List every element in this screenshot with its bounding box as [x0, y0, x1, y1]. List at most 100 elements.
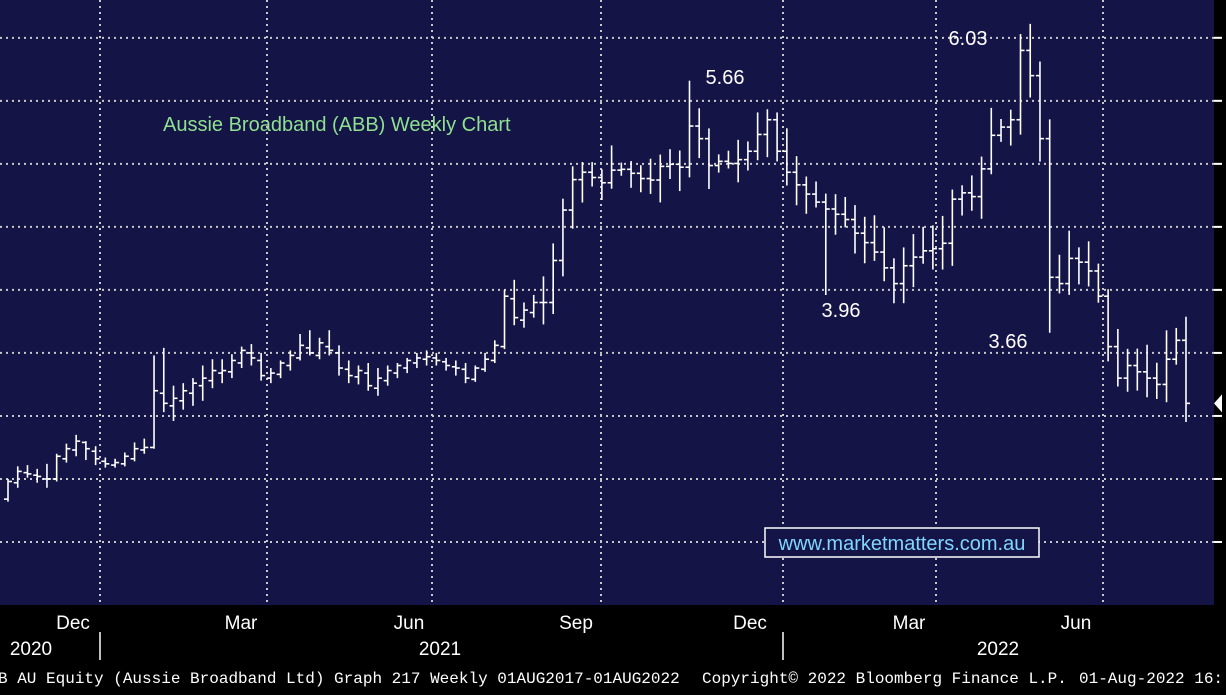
ohlc-bar [568, 166, 577, 229]
ohlc-bar [227, 354, 236, 379]
ohlc-bar [188, 378, 197, 406]
ohlc-bar [636, 165, 645, 193]
ohlc-bar [1162, 330, 1171, 403]
ohlc-bar [597, 169, 606, 200]
ohlc-bar [607, 145, 616, 189]
ohlc-bar [656, 154, 665, 203]
ohlc-bar [773, 112, 782, 162]
ohlc-bar [734, 139, 743, 183]
watermark-box [764, 527, 1040, 558]
ohlc-bar [899, 247, 908, 304]
ohlc-bar [120, 452, 129, 467]
chart-title: Aussie Broadband (ABB) Weekly Chart [163, 114, 511, 136]
x-year-label: 2022 [977, 639, 1019, 660]
ohlc-bar [1123, 348, 1132, 392]
ohlc-bar [91, 446, 100, 466]
ohlc-bar [841, 196, 850, 228]
ohlc-bar [529, 294, 538, 318]
ohlc-bar [753, 112, 762, 161]
watermark-text: www.marketmatters.com.au [778, 533, 1026, 555]
x-month-label: Jun [1061, 613, 1092, 634]
ohlc-bar [111, 458, 120, 468]
ohlc-bar [23, 465, 32, 478]
ohlc-bar [1182, 316, 1190, 423]
x-axis: Dec Mar Jun Sep Dec Mar Jun 2020 2021 2022 [10, 394, 1222, 660]
ohlc-bar [928, 225, 937, 270]
ohlc-bar [588, 162, 597, 187]
ohlc-bar [578, 161, 587, 203]
price-annotation: 5.66 [706, 67, 745, 89]
x-year-label: 2020 [10, 639, 52, 660]
footer-date: 01-Aug-2022 16: [1079, 670, 1223, 688]
ohlc-bar [1006, 109, 1015, 146]
ohlc-bar [296, 334, 305, 361]
annotations: 5.66 6.03 3.96 3.66 [706, 28, 1028, 353]
ohlc-bar [286, 350, 295, 371]
ohlc-bar [432, 352, 441, 366]
ohlc-bar [471, 365, 480, 382]
ohlc-bar [870, 215, 879, 261]
ohlc-bar [695, 108, 704, 159]
ohlc-bar [81, 441, 90, 461]
ohlc-bar [997, 118, 1006, 142]
ohlc-bars [4, 23, 1190, 502]
ohlc-bar [373, 368, 382, 396]
x-month-label: Jun [394, 613, 425, 634]
footer-copyright: Copyright© 2022 Bloomberg Finance L.P. [702, 670, 1067, 688]
ohlc-bar [510, 279, 519, 326]
ohlc-bar [412, 352, 421, 369]
ohlc-bar [1143, 344, 1152, 398]
ohlc-bar [218, 359, 227, 384]
ohlc-bar [889, 258, 898, 304]
ohlc-bar [1094, 263, 1103, 303]
gridlines [0, 0, 1222, 605]
x-month-label: Dec [56, 613, 90, 634]
right-axis-strip [1214, 0, 1226, 605]
x-month-label: Mar [225, 613, 258, 634]
ohlc-bar [13, 466, 22, 488]
axis-band [0, 605, 1226, 690]
ohlc-bar [150, 355, 159, 449]
ohlc-bar [52, 453, 61, 482]
ohlc-bar [237, 346, 246, 369]
ohlc-bar [831, 194, 840, 235]
ohlc-bar [179, 383, 188, 410]
ohlc-bar [72, 434, 81, 457]
ohlc-bar [958, 185, 967, 216]
ohlc-bar [666, 149, 675, 180]
ohlc-bar [403, 357, 412, 374]
ohlc-bar [539, 276, 548, 325]
ohlc-bar [500, 289, 509, 350]
ohlc-bar [627, 161, 636, 188]
ohlc-bar [948, 189, 957, 266]
ohlc-bar [1133, 348, 1142, 391]
x-month-label: Mar [893, 613, 926, 634]
ohlc-bar [724, 150, 733, 169]
ohlc-bar [1065, 230, 1074, 295]
ohlc-bar [335, 345, 344, 376]
price-annotation: 6.03 [949, 28, 988, 50]
ohlc-bar [62, 443, 71, 463]
last-price-marker [1214, 394, 1222, 413]
x-month-label: Sep [559, 613, 593, 634]
ohlc-bar [130, 442, 139, 462]
ohlc-bar [198, 365, 207, 401]
ohlc-bar [909, 234, 918, 288]
ohlc-bar [743, 141, 752, 171]
ohlc-bar [33, 468, 42, 483]
ohlc-bar [1035, 61, 1044, 162]
x-year-label: 2021 [419, 639, 461, 660]
ohlc-bar [1016, 34, 1025, 135]
ohlc-bar [101, 457, 110, 468]
ohlc-bar [1113, 328, 1122, 387]
ohlc-bar [1152, 362, 1161, 399]
ohlc-bar [704, 128, 713, 189]
ohlc-bar [422, 350, 431, 366]
price-annotation: 3.96 [822, 300, 861, 322]
ohlc-bar [802, 176, 811, 214]
ohlc-bar [1104, 289, 1113, 362]
ohlc-bar [850, 205, 859, 254]
ohlc-bar [919, 226, 928, 264]
ohlc-bar [305, 330, 314, 356]
